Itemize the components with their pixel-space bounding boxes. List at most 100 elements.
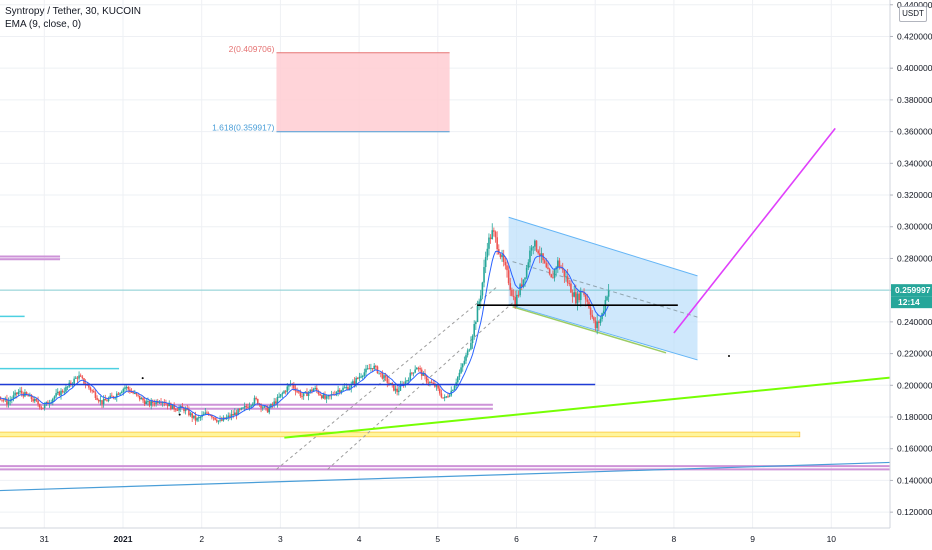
candle-body	[53, 396, 56, 399]
candle-body	[237, 409, 239, 416]
candle-body	[350, 383, 353, 389]
candle-body	[573, 292, 576, 297]
candle-body	[214, 417, 216, 420]
marker-dot	[141, 377, 144, 380]
candle-body	[143, 400, 146, 405]
candle-body	[258, 404, 261, 406]
fib-extension-zone	[276, 52, 450, 132]
candle-body	[132, 392, 134, 394]
candle-body	[507, 270, 510, 284]
candle-body	[519, 284, 521, 296]
candle-body	[148, 401, 151, 406]
fib-level-label: 2(0.409706)	[229, 44, 275, 54]
candle-body	[591, 314, 594, 318]
candle-body	[193, 415, 195, 418]
candle-body	[381, 373, 384, 379]
candle-body	[598, 321, 600, 324]
price-tick-label: 0.220000	[897, 349, 932, 359]
candle-body	[373, 365, 375, 370]
candle-body	[125, 386, 128, 388]
candle-body	[248, 406, 251, 408]
candle-body	[78, 375, 80, 379]
candle-body	[238, 409, 241, 411]
candle-body	[120, 391, 123, 394]
candle-body	[276, 397, 279, 404]
time-axis[interactable]: 31 2021 2 3 4 5 6 7 8 9 10	[0, 527, 932, 550]
candle-body	[368, 368, 371, 370]
candle-body	[168, 403, 171, 407]
time-tick-label: 7	[593, 534, 598, 544]
candle-body	[147, 401, 149, 403]
candle-body	[568, 283, 571, 285]
candle-body	[466, 350, 469, 356]
candle-body	[607, 290, 610, 297]
candle-body	[476, 305, 479, 323]
candle-body	[406, 380, 408, 382]
candle-body	[302, 393, 305, 397]
candle-body	[56, 391, 59, 394]
candle-body	[245, 406, 248, 408]
candle-body	[517, 294, 520, 296]
candle-body	[379, 372, 382, 374]
candle-body	[516, 294, 518, 307]
candle-body	[545, 263, 548, 268]
candle-body	[575, 292, 577, 304]
candle-body	[140, 398, 143, 400]
candle-body	[404, 381, 407, 386]
candle-body	[314, 387, 316, 389]
candle-body	[170, 403, 172, 410]
candle-body	[6, 398, 8, 405]
candle-body	[356, 378, 359, 380]
time-tick-label: 6	[514, 534, 519, 544]
candle-body	[273, 401, 275, 405]
candle-body	[99, 400, 102, 402]
candle-body	[270, 404, 272, 408]
candle-body	[443, 396, 446, 399]
candle-body	[496, 237, 498, 250]
candle-body	[475, 322, 477, 325]
candle-body	[540, 253, 543, 256]
countdown-badge	[891, 296, 932, 309]
currency-unit-badge[interactable]: USDT	[899, 6, 927, 22]
candle-body	[361, 375, 364, 377]
candle-body	[511, 289, 513, 296]
candle-body	[58, 391, 61, 396]
candle-body	[306, 391, 308, 397]
candle-body	[360, 376, 362, 378]
candle-body	[538, 253, 541, 256]
candle-body	[7, 401, 10, 405]
price-axis[interactable]: 0.440000 0.420000 0.400000 0.380000 0.360000…	[889, 0, 932, 550]
candle-body	[65, 387, 67, 392]
candle-body	[112, 396, 115, 398]
candle-body	[70, 382, 72, 385]
candle-body	[584, 294, 587, 300]
candle-body	[440, 393, 443, 398]
ema-indicator-label[interactable]: EMA (9, close, 0)	[5, 19, 82, 30]
channel-lower-line	[508, 303, 698, 361]
candle-body	[537, 250, 539, 254]
candle-body	[347, 387, 349, 390]
candle-body	[88, 385, 90, 388]
candle-body	[42, 407, 44, 409]
candle-body	[499, 253, 502, 258]
chart-drawings-back[interactable]	[0, 52, 932, 493]
candle-body	[117, 393, 120, 395]
chart-drawings-front[interactable]: 2(0.409706) 1.618(0.359917)	[0, 44, 836, 416]
candle-body	[483, 267, 485, 283]
candle-body	[399, 385, 402, 391]
candle-body	[297, 391, 300, 393]
candle-body	[268, 407, 271, 413]
candle-body	[176, 410, 179, 412]
candle-body	[386, 377, 389, 383]
candle-body	[320, 395, 323, 399]
candle-body	[378, 372, 380, 374]
price-tick-label: 0.300000	[897, 222, 932, 232]
candle-body	[106, 400, 108, 402]
candle-body	[407, 379, 410, 381]
candle-body	[202, 414, 205, 416]
candle-body	[532, 246, 535, 248]
candle-body	[566, 276, 569, 284]
symbol-title[interactable]: Syntropy / Tether, 30, KUCOIN	[5, 6, 141, 17]
candle-body	[96, 397, 98, 400]
